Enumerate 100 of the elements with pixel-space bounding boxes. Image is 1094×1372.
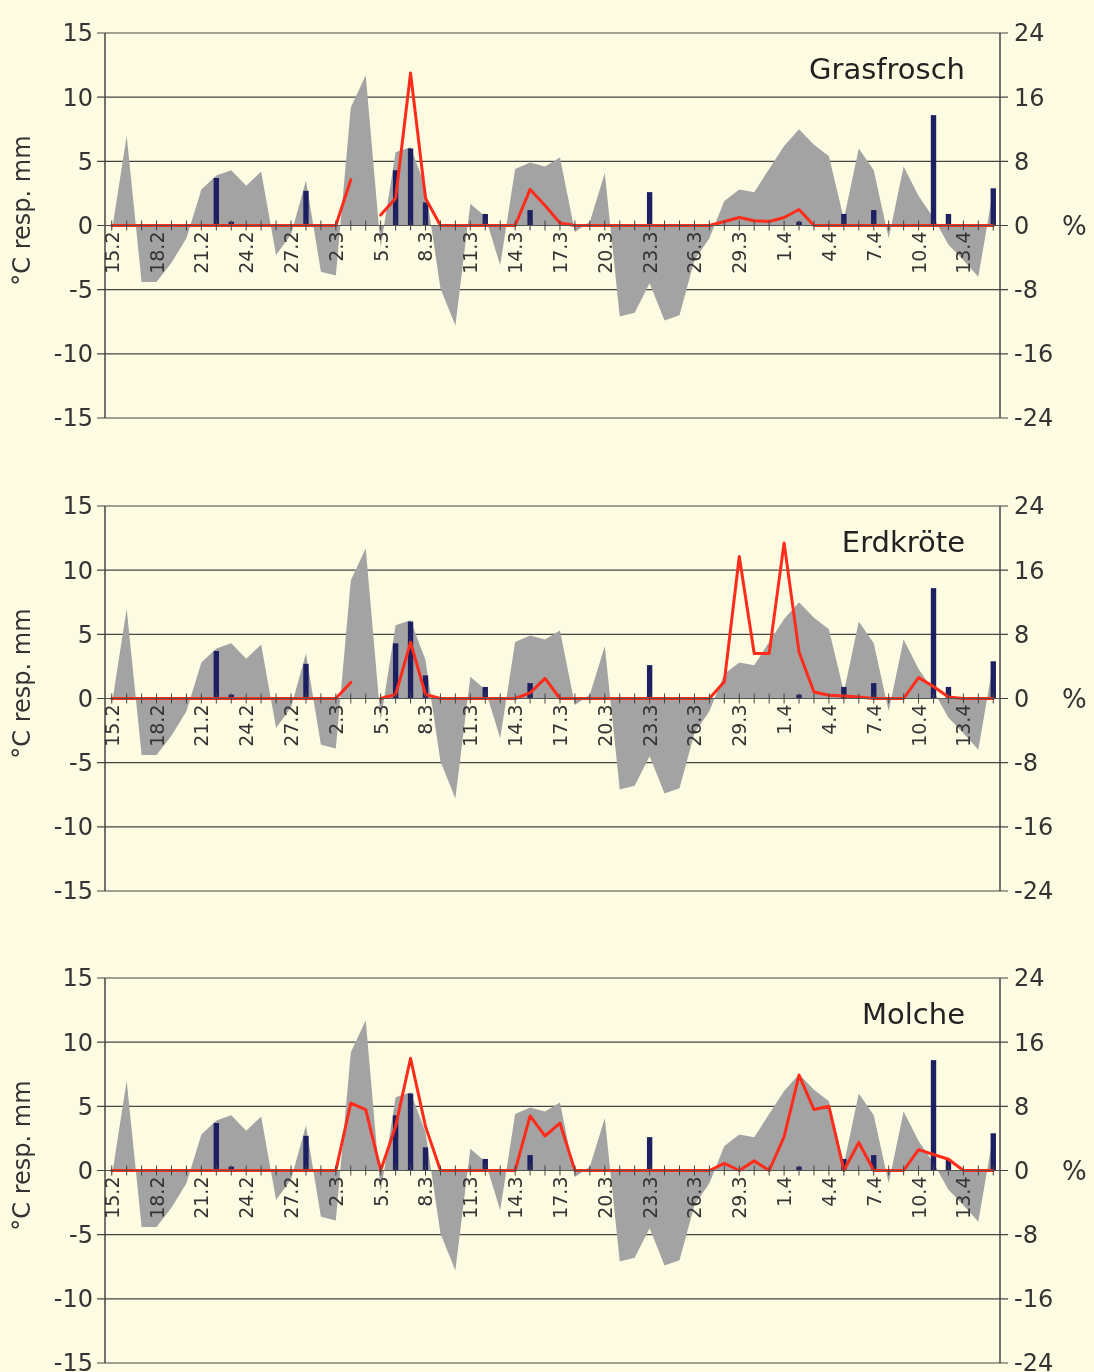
x-tick-label: 24.2 — [235, 231, 258, 274]
x-tick-label: 29.3 — [728, 1176, 751, 1219]
x-tick-label: 21.2 — [190, 704, 213, 747]
y2-axis-title: % — [1062, 1155, 1087, 1186]
y-tick-label: 10 — [62, 83, 93, 112]
x-tick-label: 13.4 — [952, 1176, 975, 1219]
x-tick-label: 10.4 — [907, 231, 930, 274]
y-tick-label: 0 — [77, 1156, 93, 1185]
y-tick-label: 0 — [77, 684, 93, 713]
x-tick-label: 5.3 — [369, 704, 392, 735]
y2-tick-label: 24 — [1014, 492, 1045, 521]
x-tick-label: 27.2 — [280, 1176, 303, 1219]
y2-tick-label: -16 — [1014, 813, 1054, 842]
x-tick-label: 4.4 — [817, 1176, 840, 1207]
x-tick-label: 27.2 — [280, 704, 303, 747]
y-tick-label: -5 — [69, 276, 93, 305]
x-tick-label: 24.2 — [235, 704, 258, 747]
x-tick-label: 21.2 — [190, 1176, 213, 1219]
x-tick-label: 23.3 — [638, 704, 661, 747]
y-tick-label: 15 — [62, 19, 93, 48]
x-tick-label: 14.3 — [504, 704, 527, 747]
y2-tick-label: -8 — [1014, 276, 1038, 305]
x-tick-label: 7.4 — [862, 704, 885, 735]
y2-tick-label: 16 — [1014, 556, 1045, 585]
x-tick-label: 17.3 — [548, 704, 571, 747]
y2-tick-label: 8 — [1014, 147, 1030, 176]
x-tick-label: 10.4 — [907, 704, 930, 747]
text: Grasfrosch — [809, 52, 965, 86]
y-tick-label: 5 — [77, 147, 93, 176]
x-tick-label: 29.3 — [728, 231, 751, 274]
y-tick-label: 5 — [77, 620, 93, 649]
y-tick-label: 10 — [62, 556, 93, 585]
y-tick-label: -15 — [53, 1349, 93, 1372]
x-tick-label: 2.3 — [324, 231, 347, 262]
y2-tick-label: 8 — [1014, 1092, 1030, 1121]
x-tick-label: 24.2 — [235, 1176, 258, 1219]
y-tick-label: 10 — [62, 1028, 93, 1057]
y2-tick-label: 24 — [1014, 19, 1045, 48]
y2-tick-label: 8 — [1014, 620, 1030, 649]
x-tick-label: 23.3 — [638, 231, 661, 274]
x-tick-label: 18.2 — [145, 231, 168, 274]
y-tick-label: -10 — [53, 813, 93, 842]
x-tick-label: 11.3 — [459, 231, 482, 274]
y-tick-label: 15 — [62, 492, 93, 521]
y2-tick-label: -16 — [1014, 1285, 1054, 1314]
x-tick-label: 5.3 — [369, 231, 392, 262]
y2-tick-label: -24 — [1014, 1349, 1054, 1372]
x-tick-label: 23.3 — [638, 1176, 661, 1219]
x-tick-label: 17.3 — [548, 231, 571, 274]
y-tick-label: -15 — [53, 877, 93, 906]
x-tick-label: 1.4 — [773, 231, 796, 262]
y-tick-label: -5 — [69, 749, 93, 778]
y-tick-label: -10 — [53, 1285, 93, 1314]
y-tick-label: -15 — [53, 404, 93, 433]
x-tick-label: 20.3 — [593, 231, 616, 274]
y-axis-title: °C resp. mm — [8, 608, 36, 759]
y2-tick-label: 16 — [1014, 83, 1045, 112]
y2-axis-title: % — [1062, 210, 1087, 241]
y-axis-title: °C resp. mm — [8, 135, 36, 286]
x-tick-label: 11.3 — [459, 704, 482, 747]
y2-tick-label: -8 — [1014, 749, 1038, 778]
x-tick-label: 26.3 — [683, 1176, 706, 1219]
x-tick-label: 1.4 — [773, 1176, 796, 1207]
x-tick-label: 20.3 — [593, 704, 616, 747]
x-tick-label: 7.4 — [862, 1176, 885, 1207]
x-tick-label: 26.3 — [683, 704, 706, 747]
x-tick-label: 8.3 — [414, 231, 437, 262]
y2-tick-label: -24 — [1014, 404, 1054, 433]
x-tick-label: 29.3 — [728, 704, 751, 747]
x-tick-label: 20.3 — [593, 1176, 616, 1219]
y2-tick-label: -24 — [1014, 877, 1054, 906]
y-axis-title: °C resp. mm — [8, 1080, 36, 1231]
x-tick-label: 15.2 — [100, 1176, 123, 1219]
y-tick-label: 5 — [77, 1092, 93, 1121]
x-tick-label: 15.2 — [100, 704, 123, 747]
x-tick-label: 11.3 — [459, 1176, 482, 1219]
text: Erdkröte — [841, 525, 965, 559]
x-tick-label: 18.2 — [145, 704, 168, 747]
y2-tick-label: 24 — [1014, 964, 1045, 993]
text: Molche — [862, 997, 965, 1031]
y2-tick-label: 0 — [1014, 684, 1030, 713]
y-tick-label: -10 — [53, 340, 93, 369]
x-tick-label: 13.4 — [952, 704, 975, 747]
x-tick-label: 14.3 — [504, 1176, 527, 1219]
y2-tick-label: 0 — [1014, 211, 1030, 240]
y2-tick-label: 16 — [1014, 1028, 1045, 1057]
y2-tick-label: -8 — [1014, 1221, 1038, 1250]
x-tick-label: 14.3 — [504, 231, 527, 274]
y2-tick-label: 0 — [1014, 1156, 1030, 1185]
x-tick-label: 15.2 — [100, 231, 123, 274]
x-tick-label: 8.3 — [414, 704, 437, 735]
x-tick-label: 4.4 — [817, 231, 840, 262]
y2-axis-title: % — [1062, 683, 1087, 714]
x-tick-label: 8.3 — [414, 1176, 437, 1207]
y-tick-label: 15 — [62, 964, 93, 993]
x-tick-label: 10.4 — [907, 1176, 930, 1219]
x-tick-label: 13.4 — [952, 231, 975, 274]
x-tick-label: 4.4 — [817, 704, 840, 735]
y2-tick-label: -16 — [1014, 340, 1054, 369]
x-tick-label: 17.3 — [548, 1176, 571, 1219]
